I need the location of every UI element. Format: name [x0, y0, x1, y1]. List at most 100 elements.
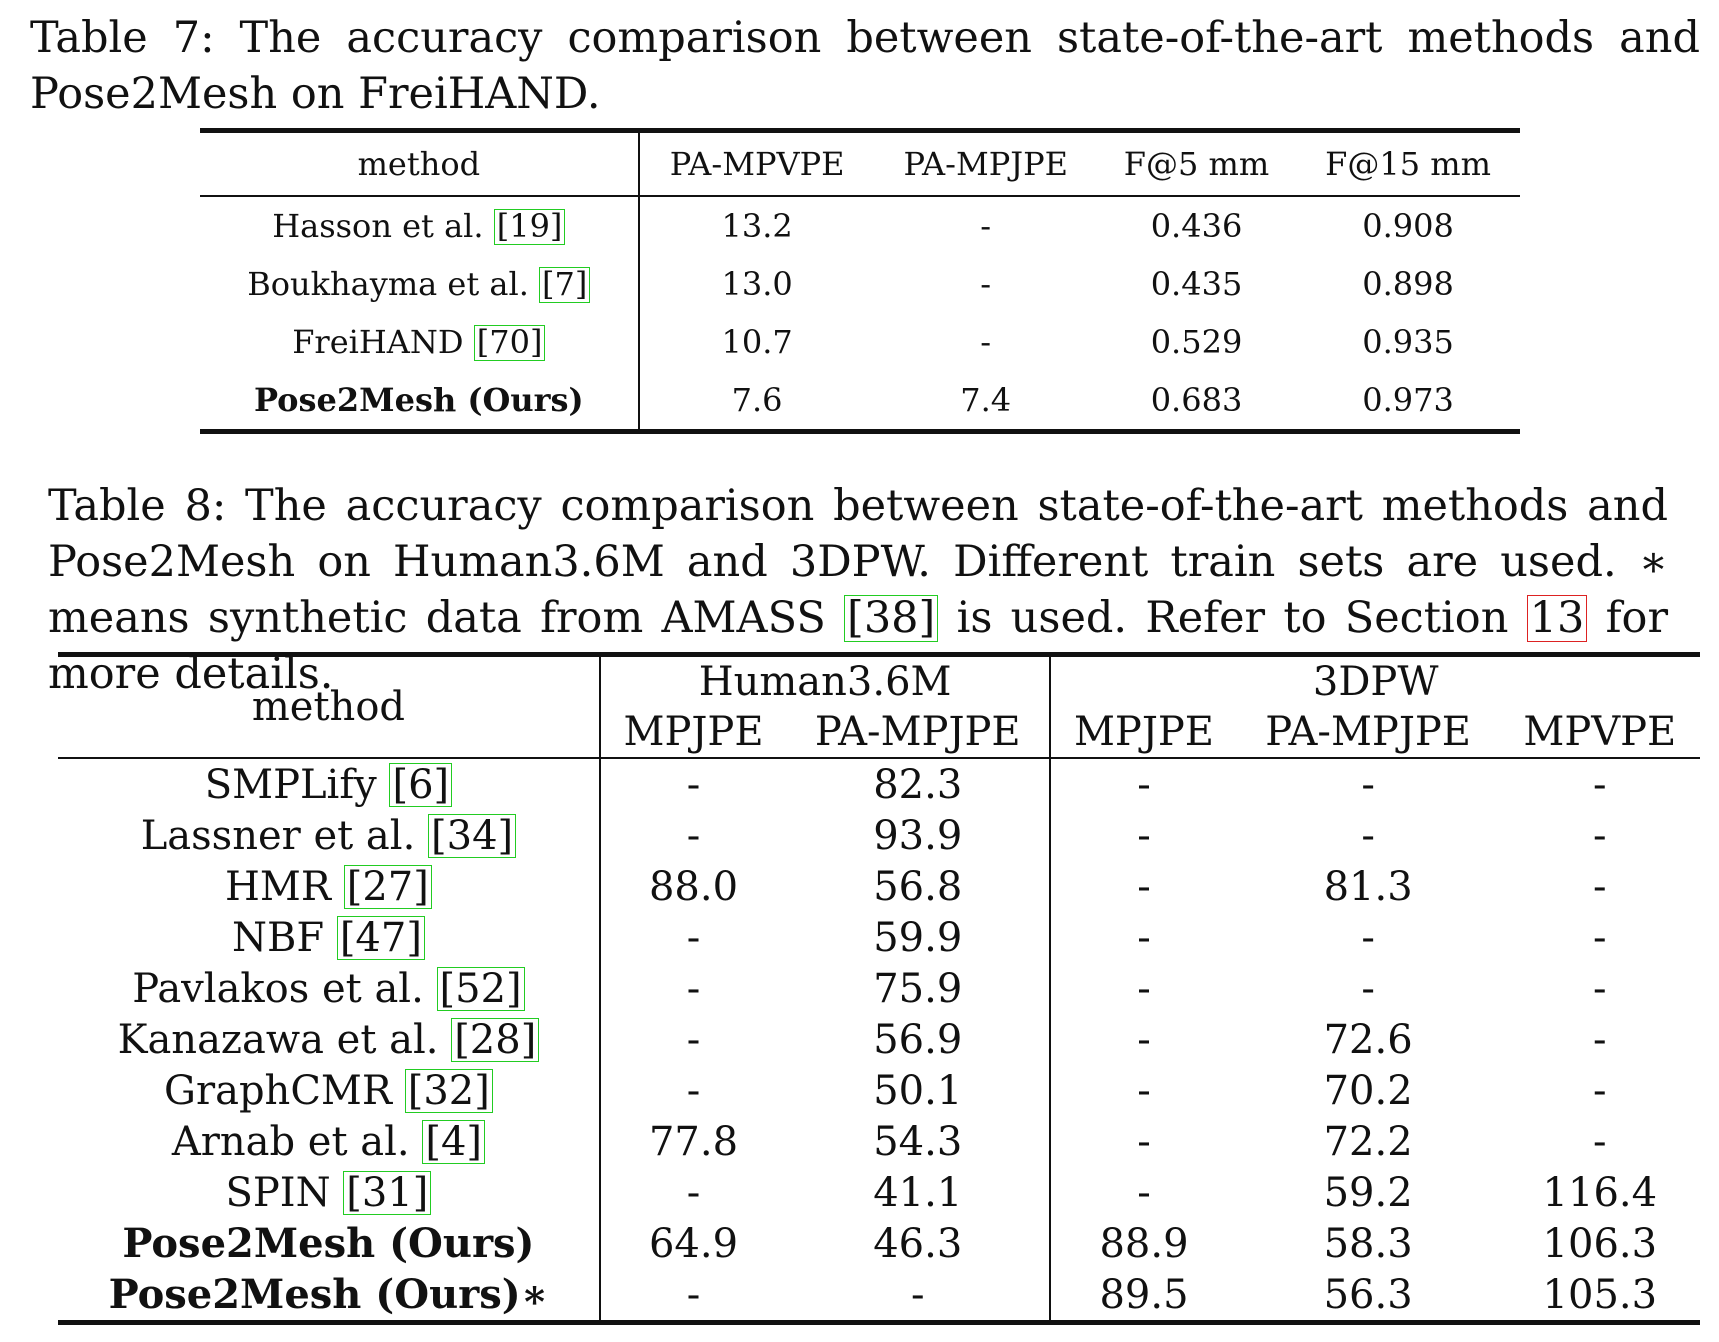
- table7-value-cell: -: [980, 207, 992, 245]
- table8: method Human3.6M 3DPW MPJPE PA-MPJPE MPJ…: [58, 652, 1700, 1325]
- table7-method-cell: FreiHAND [70]: [200, 313, 640, 371]
- table7-value-cell: 13.0: [721, 265, 793, 303]
- table7-row: Hasson et al. [19] 13.2 - 0.436 0.908: [200, 196, 1520, 255]
- table8-value-cell: -: [1361, 965, 1375, 1012]
- table7-value-cell: 7.6: [731, 381, 783, 419]
- table7-header-pa-mpvpe: PA-MPVPE: [669, 145, 845, 183]
- table8-value-cell: -: [1593, 761, 1607, 808]
- table7-value-cell: -: [980, 323, 992, 361]
- table8-header-method: method: [58, 654, 601, 758]
- table7-row: Pose2Mesh (Ours) 7.6 7.4 0.683 0.973: [200, 371, 1520, 432]
- table8-value-cell: -: [686, 1016, 701, 1063]
- table8-value-cell: -: [1137, 914, 1151, 961]
- table7-method-name: Hasson et al.: [272, 207, 484, 245]
- table8-value-cell: -: [686, 761, 701, 808]
- table8-sub-h36m-pa-mpjpe: PA-MPJPE: [786, 707, 1052, 758]
- table7-citation-link[interactable]: [70]: [473, 325, 546, 361]
- table8-caption-ref-section[interactable]: 13: [1526, 595, 1588, 643]
- table8-value-cell: -: [686, 812, 701, 859]
- table8-method-name: Pose2Mesh (Ours): [122, 1220, 535, 1267]
- table8-value-cell: 56.9: [786, 1014, 1052, 1065]
- table8-value-cell: -: [1593, 914, 1607, 961]
- table8-method-cell: HMR [27]: [58, 861, 601, 912]
- table7-value-cell: 0.973: [1362, 381, 1454, 419]
- table8-method-name: Pavlakos et al.: [132, 965, 424, 1012]
- table8-method-cell: Pavlakos et al. [52]: [58, 963, 601, 1014]
- table8-value-cell: -: [1137, 863, 1151, 910]
- table8-sub-3dpw-pa-mpjpe: PA-MPJPE: [1265, 709, 1471, 755]
- table8-value-cell: 116.4: [1542, 1169, 1658, 1216]
- table8-value-cell: -: [1137, 965, 1151, 1012]
- table8-value-cell: -: [1361, 812, 1375, 859]
- table8-value-cell: -: [686, 965, 701, 1012]
- table8-method-name: Arnab et al.: [171, 1118, 410, 1165]
- table8-value-cell: 106.3: [1542, 1220, 1658, 1267]
- table8-citation-link[interactable]: [34]: [428, 813, 517, 858]
- table8-citation-link[interactable]: [28]: [451, 1017, 540, 1062]
- table8-value-cell: 72.2: [1323, 1118, 1413, 1165]
- table7-method-cell: Hasson et al. [19]: [200, 196, 640, 255]
- table8-row: HMR [27] 88.0 56.8 - 81.3 -: [58, 861, 1700, 912]
- table8-method-cell: GraphCMR [32]: [58, 1065, 601, 1116]
- table8-value-cell: -: [686, 1169, 701, 1216]
- table8-value-cell: -: [1137, 1118, 1151, 1165]
- table8-citation-link[interactable]: [52]: [436, 966, 525, 1011]
- table8-value-cell: 59.9: [786, 912, 1052, 963]
- table8-value-cell: -: [1137, 1016, 1151, 1063]
- table8-value-cell: -: [1137, 1169, 1151, 1216]
- table8-method-cell: Pose2Mesh (Ours)∗: [58, 1269, 601, 1323]
- table8-value-cell: 88.9: [1099, 1220, 1189, 1267]
- table8-value-cell: 81.3: [1323, 863, 1413, 910]
- table8-value-cell: 50.1: [786, 1065, 1052, 1116]
- table8-value-cell: 56.8: [786, 861, 1052, 912]
- table8-value-cell: 41.1: [786, 1167, 1052, 1218]
- table8-method-name: Kanazawa et al.: [117, 1016, 439, 1063]
- table8-citation-link[interactable]: [6]: [389, 762, 453, 807]
- table7-header-method: method: [200, 130, 640, 196]
- table8-row: SMPLify [6] - 82.3 - - -: [58, 758, 1700, 810]
- table8-method-cell: Arnab et al. [4]: [58, 1116, 601, 1167]
- table7-row: FreiHAND [70] 10.7 - 0.529 0.935: [200, 313, 1520, 371]
- table7-caption-text: Table 7: The accuracy comparison between…: [30, 13, 1700, 119]
- table7-citation-link[interactable]: [19]: [493, 209, 566, 245]
- table7-header-f15: F@15 mm: [1325, 145, 1491, 183]
- table8-value-cell: -: [686, 1067, 701, 1114]
- table8-method-name: SPIN: [225, 1169, 331, 1216]
- table8-value-cell: 88.0: [648, 863, 739, 910]
- table8-method-cell: NBF [47]: [58, 912, 601, 963]
- table8-value-cell: 70.2: [1323, 1067, 1413, 1114]
- table7-value-cell: 0.908: [1362, 207, 1454, 245]
- table7-method-cell: Boukhayma et al. [7]: [200, 255, 640, 313]
- table8-method-name: Pose2Mesh (Ours)∗: [108, 1271, 549, 1318]
- table8-row: Lassner et al. [34] - 93.9 - - -: [58, 810, 1700, 861]
- table8-row: NBF [47] - 59.9 - - -: [58, 912, 1700, 963]
- table8-method-name: Lassner et al.: [140, 812, 416, 859]
- table8-citation-link[interactable]: [47]: [336, 915, 425, 960]
- table7-method-name: Boukhayma et al.: [247, 265, 529, 303]
- table7-method-name: Pose2Mesh (Ours): [253, 381, 584, 419]
- table7-row: Boukhayma et al. [7] 13.0 - 0.435 0.898: [200, 255, 1520, 313]
- table8-value-cell: 82.3: [786, 758, 1052, 810]
- table7-citation-link[interactable]: [7]: [539, 267, 591, 303]
- table8-citation-link[interactable]: [32]: [404, 1068, 493, 1113]
- table8-value-cell: -: [1593, 1067, 1607, 1114]
- table8-caption-ref-amass[interactable]: [38]: [844, 595, 939, 643]
- table8-citation-link[interactable]: [4]: [422, 1119, 486, 1164]
- table8-row: Pose2Mesh (Ours) 64.9 46.3 88.9 58.3 106.3: [58, 1218, 1700, 1269]
- table8-citation-link[interactable]: [27]: [343, 864, 432, 909]
- table8-value-cell: 77.8: [648, 1118, 739, 1165]
- table7-method-name: FreiHAND: [292, 323, 464, 361]
- table8-method-name: GraphCMR: [164, 1067, 392, 1114]
- table7-value-cell: 13.2: [721, 207, 793, 245]
- table8-value-cell: -: [1593, 1118, 1607, 1165]
- table8-citation-link[interactable]: [31]: [343, 1170, 432, 1215]
- table7-value-cell: 0.898: [1362, 265, 1454, 303]
- table8-value-cell: -: [1593, 812, 1607, 859]
- table8-value-cell: -: [1593, 863, 1607, 910]
- table7-value-cell: 0.435: [1150, 265, 1243, 303]
- table8-value-cell: 72.6: [1323, 1016, 1413, 1063]
- table8-method-cell: Lassner et al. [34]: [58, 810, 601, 861]
- table7-value-cell: 0.436: [1150, 207, 1243, 245]
- table8-value-cell: 93.9: [786, 810, 1052, 861]
- table8-group-human36m: Human3.6M: [599, 654, 1052, 707]
